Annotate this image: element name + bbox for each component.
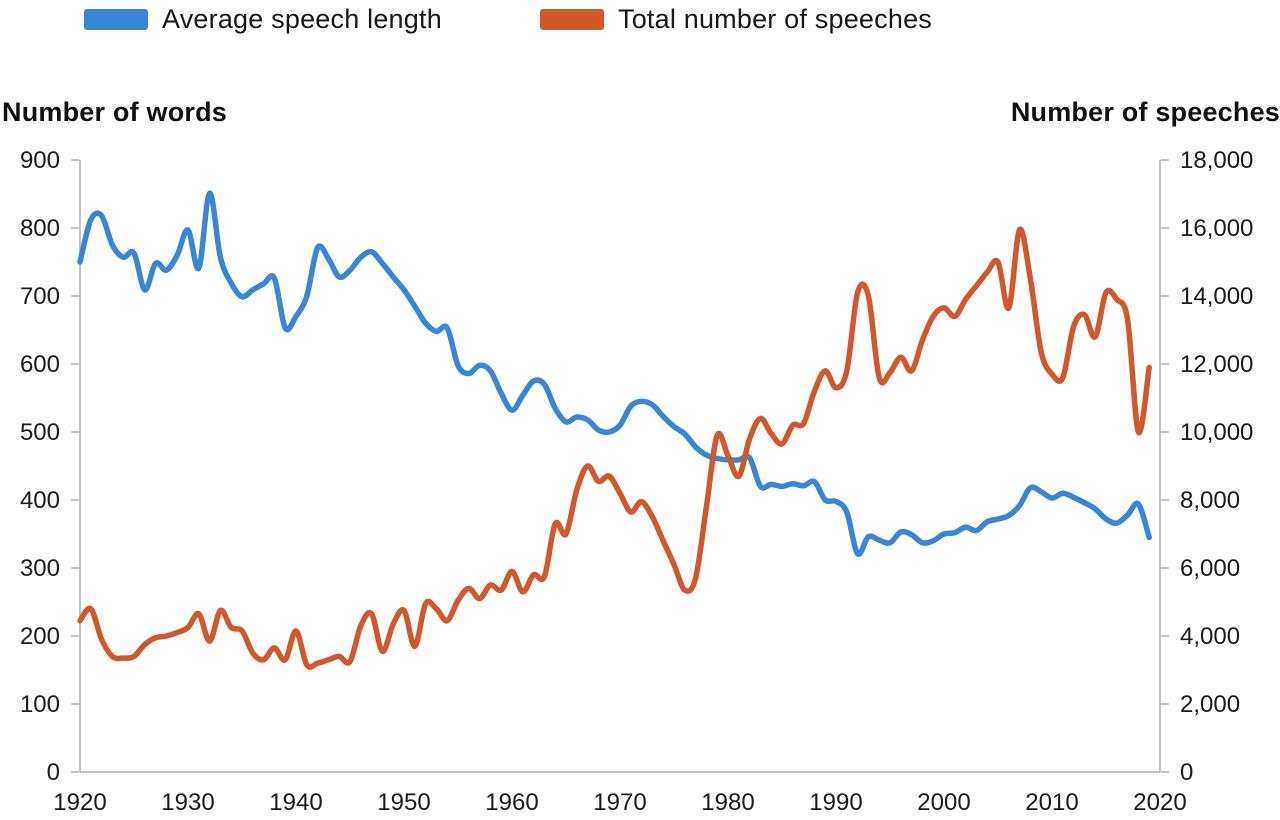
x-axis-tick-label: 1970 <box>593 789 646 816</box>
x-axis-tick-label: 2000 <box>917 789 970 816</box>
total-speeches-line <box>77 226 1152 670</box>
average-speech-length-line <box>77 190 1152 557</box>
left-axis-tick-label: 400 <box>20 487 60 514</box>
left-axis-tick-label: 700 <box>20 283 60 310</box>
left-axis-tick-label: 100 <box>20 691 60 718</box>
left-axis-tick-label: 600 <box>20 351 60 378</box>
right-axis-tick-label: 0 <box>1180 759 1193 786</box>
x-axis-tick-label: 1920 <box>53 789 106 816</box>
left-axis-title: Number of words <box>2 97 228 127</box>
right-axis-tick-label: 8,000 <box>1180 487 1240 514</box>
x-axis-tick-label: 1950 <box>377 789 430 816</box>
x-axis-tick-label: 1930 <box>161 789 214 816</box>
legend-swatch-total-number-of-speeches <box>540 9 604 30</box>
x-axis-tick-label: 1960 <box>485 789 538 816</box>
left-axis-tick-label: 500 <box>20 419 60 446</box>
left-axis-tick-label: 800 <box>20 215 60 242</box>
right-axis-tick-label: 16,000 <box>1180 215 1253 242</box>
x-axis-tick-label: 2020 <box>1133 789 1186 816</box>
legend-item-total-number-of-speeches: Total number of speeches <box>540 4 932 35</box>
x-axis-tick-label: 1990 <box>809 789 862 816</box>
x-axis-tick-label: 2010 <box>1025 789 1078 816</box>
right-axis-title: Number of speeches <box>1010 97 1280 127</box>
legend: Average speech length Total number of sp… <box>0 0 1280 34</box>
right-axis-tick-label: 6,000 <box>1180 555 1240 582</box>
x-axis-tick-label: 1940 <box>269 789 322 816</box>
left-axis-tick-label: 200 <box>20 623 60 650</box>
right-axis-tick-label: 14,000 <box>1180 283 1253 310</box>
right-axis-tick-label: 18,000 <box>1180 147 1253 174</box>
right-axis-tick-label: 2,000 <box>1180 691 1240 718</box>
legend-item-average-speech-length: Average speech length <box>84 4 442 35</box>
right-axis-tick-label: 10,000 <box>1180 419 1253 446</box>
legend-label-average-speech-length: Average speech length <box>162 4 442 34</box>
right-axis-tick-label: 12,000 <box>1180 351 1253 378</box>
left-axis-tick-label: 300 <box>20 555 60 582</box>
legend-label-total-number-of-speeches: Total number of speeches <box>618 4 932 34</box>
left-axis-tick-label: 900 <box>20 147 60 174</box>
right-axis-tick-label: 4,000 <box>1180 623 1240 650</box>
x-axis-tick-label: 1980 <box>701 789 754 816</box>
left-axis-tick-label: 0 <box>47 759 60 786</box>
legend-swatch-average-speech-length <box>84 9 148 30</box>
